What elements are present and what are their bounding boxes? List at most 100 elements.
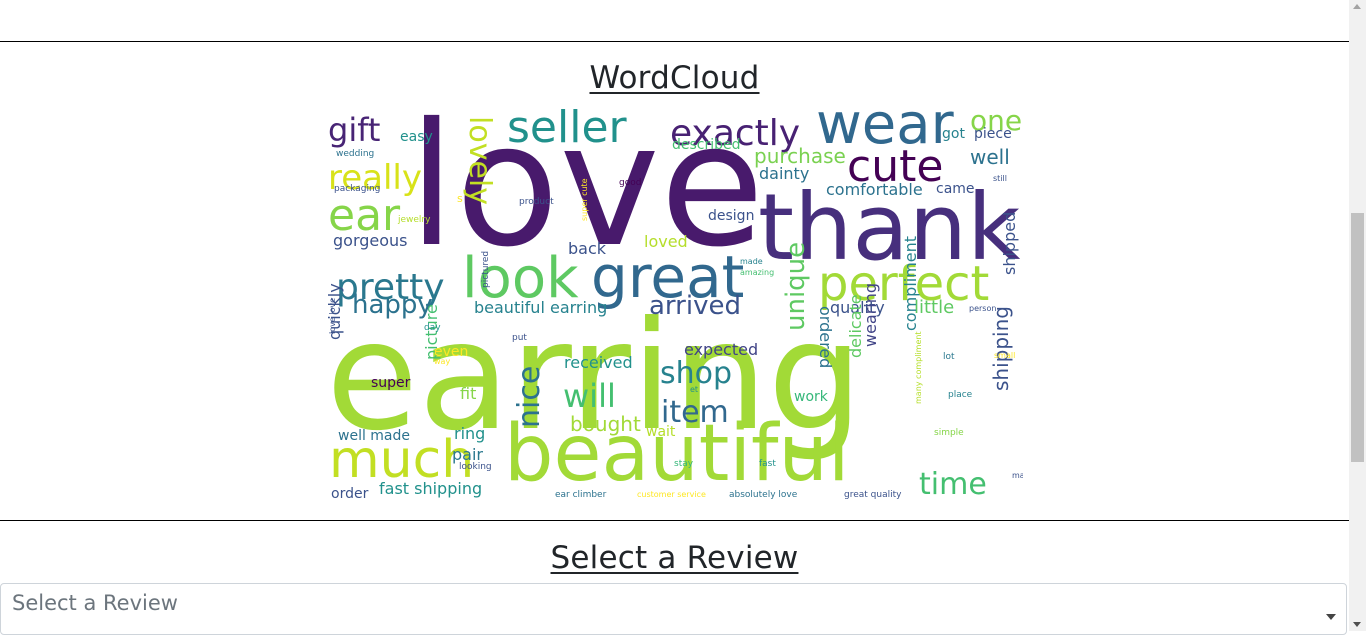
word-well-made: well made bbox=[338, 428, 410, 444]
word-great: great bbox=[591, 243, 744, 311]
word-thank: thank bbox=[758, 174, 1021, 281]
word-super: super bbox=[371, 375, 411, 391]
word-purchase: purchase bbox=[754, 144, 846, 168]
word-expected: expected bbox=[684, 340, 758, 359]
word-small: small bbox=[994, 351, 1015, 360]
word-looking: looking bbox=[459, 462, 492, 472]
word-day: day bbox=[424, 323, 441, 333]
word-lot: lot bbox=[943, 352, 955, 362]
word-cute: cute bbox=[847, 141, 943, 192]
word-time: time bbox=[919, 467, 987, 499]
word-easy: easy bbox=[400, 129, 433, 145]
word-amazing: amazing bbox=[740, 268, 774, 277]
word-design: design bbox=[708, 208, 754, 224]
word-good: good bbox=[619, 178, 641, 188]
word-one: one bbox=[970, 104, 1022, 137]
word-et: et bbox=[690, 385, 698, 394]
scrollbar-thumb[interactable] bbox=[1351, 213, 1364, 462]
section-divider bbox=[0, 520, 1349, 521]
scroll-down-arrow-icon[interactable] bbox=[1353, 622, 1361, 627]
word-perfect: perfect bbox=[818, 256, 989, 312]
word-ordered: ordered bbox=[816, 306, 835, 368]
word-quickly: quickly bbox=[326, 283, 344, 340]
word-well: well bbox=[970, 145, 1010, 169]
word-made: made bbox=[740, 257, 763, 266]
word-make: make bbox=[1012, 471, 1023, 480]
word-place: place bbox=[948, 390, 973, 400]
word-received: received bbox=[564, 353, 633, 372]
word-dainty: dainty bbox=[759, 164, 809, 183]
word-much: much bbox=[329, 430, 474, 490]
word-got: got bbox=[942, 126, 965, 142]
word-ring: ring bbox=[454, 424, 485, 443]
top-divider bbox=[0, 41, 1349, 42]
word-shop: shop bbox=[660, 356, 732, 391]
word-really: really bbox=[328, 158, 422, 198]
word-look: look bbox=[462, 246, 579, 311]
wordcloud-heading: WordCloud bbox=[589, 60, 760, 96]
word-delicate: delicate bbox=[846, 294, 865, 358]
word-pair: pair bbox=[452, 445, 483, 464]
word-stay: stay bbox=[674, 459, 694, 469]
word-gift: gift bbox=[328, 111, 380, 149]
word-shipping: shipping bbox=[989, 306, 1013, 391]
word-came: came bbox=[936, 181, 975, 197]
word-fit: fit bbox=[460, 384, 476, 403]
word-loved: loved bbox=[644, 232, 688, 251]
word-even: even bbox=[434, 344, 468, 360]
word-happy: happy bbox=[352, 290, 433, 320]
word-still: still bbox=[993, 174, 1007, 183]
word-love: love bbox=[408, 101, 764, 285]
review-select[interactable]: Select a Review bbox=[0, 583, 1347, 635]
word-beautiful: beautiful bbox=[504, 409, 850, 499]
word-s: s bbox=[457, 192, 463, 205]
word-put: put bbox=[512, 333, 527, 343]
word-shipped: shipped bbox=[1000, 212, 1019, 275]
word-fast: fast bbox=[759, 459, 776, 469]
word-wait: wait bbox=[646, 424, 676, 440]
word-jewelry: jewelry bbox=[397, 215, 431, 225]
word-back: back bbox=[568, 239, 607, 258]
word-comfortable: comfortable bbox=[826, 180, 923, 199]
word-customer-service: customer service bbox=[637, 490, 706, 499]
chevron-down-icon bbox=[1326, 614, 1336, 620]
word-work: work bbox=[794, 389, 829, 405]
word-ear-climber: ear climber bbox=[555, 490, 607, 499]
word-person: person bbox=[969, 304, 996, 313]
word-nice: nice bbox=[512, 366, 547, 428]
word-arrived: arrived bbox=[649, 291, 741, 321]
scroll-up-arrow-icon[interactable] bbox=[1353, 4, 1361, 9]
word-little: little bbox=[914, 297, 954, 318]
review-heading: Select a Review bbox=[550, 540, 799, 576]
word-exactly: exactly bbox=[670, 113, 800, 154]
vertical-scrollbar[interactable] bbox=[1349, 0, 1366, 631]
word-picture: picture bbox=[422, 304, 441, 360]
word-simple: simple bbox=[934, 428, 964, 438]
word-will: will bbox=[563, 377, 616, 415]
word-order: order bbox=[331, 486, 369, 499]
word-product: product bbox=[519, 197, 554, 207]
word-wedding: wedding bbox=[336, 149, 374, 159]
word-wearing: wearing bbox=[861, 283, 880, 347]
wordcloud-image: love earring thank beautiful wear great look pe… bbox=[326, 101, 1023, 499]
word-gorgeous: gorgeous bbox=[333, 231, 408, 250]
word-packaging: packaging bbox=[334, 184, 380, 194]
word-wear: wear bbox=[816, 101, 955, 157]
word-super-cute: super cute bbox=[580, 178, 589, 221]
word-ear: ear bbox=[328, 190, 401, 241]
word-pretty: pretty bbox=[336, 267, 445, 308]
word-fast-shipping: fast shipping bbox=[379, 479, 482, 498]
word-earring: earring bbox=[326, 290, 863, 464]
word-described: described bbox=[672, 137, 741, 153]
word-piece: piece bbox=[974, 126, 1012, 142]
word-compliment: compliment bbox=[901, 236, 920, 331]
word-seller: seller bbox=[507, 102, 628, 153]
word-beautiful-earring: beautiful earring bbox=[474, 298, 607, 317]
word-love-love: love love bbox=[328, 298, 337, 334]
word-way: way bbox=[434, 357, 450, 366]
word-unique: unique bbox=[781, 242, 811, 331]
word-great-quality: great quality bbox=[844, 490, 902, 499]
word-pictured: pictured bbox=[481, 251, 491, 288]
